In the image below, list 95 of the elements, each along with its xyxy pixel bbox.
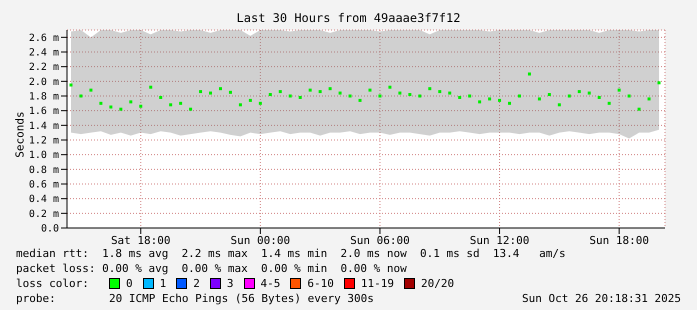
point xyxy=(189,108,192,111)
point xyxy=(248,98,252,102)
point xyxy=(638,108,641,111)
x-tick-label: Sun 12:00 xyxy=(470,234,530,247)
point xyxy=(358,98,362,102)
point xyxy=(548,93,551,96)
point xyxy=(468,94,472,98)
y-tick-label: 2.0 m xyxy=(28,76,59,88)
point xyxy=(448,92,452,95)
point xyxy=(588,92,591,95)
text: 3 xyxy=(226,276,234,291)
y-tick-label: 1.4 m xyxy=(28,120,59,132)
point xyxy=(528,72,531,76)
point xyxy=(378,94,382,98)
point xyxy=(228,90,232,94)
point xyxy=(69,84,72,86)
y-tick-label: 0.4 m xyxy=(28,194,59,206)
y-tick-label: 1.0 m xyxy=(28,150,59,162)
y-tick-label: 2.4 m xyxy=(28,48,59,59)
point xyxy=(79,94,82,98)
point xyxy=(238,103,242,106)
text: packet loss: 0.00 % avg 0.00 % max 0.00 % min 0.00 % now xyxy=(16,261,408,276)
point xyxy=(268,93,272,96)
y-tick-label: 1.8 m xyxy=(28,92,59,103)
point xyxy=(149,86,152,89)
x-tick-label: Sun 18:00 xyxy=(589,234,649,247)
point xyxy=(278,90,282,94)
point xyxy=(458,96,462,99)
point xyxy=(388,86,392,89)
point xyxy=(308,88,312,92)
point xyxy=(658,81,661,84)
y-tick-label: 2.6 m xyxy=(28,32,59,44)
point xyxy=(318,90,322,94)
point xyxy=(478,100,482,104)
y-tick-label: 0.2 m xyxy=(28,208,59,220)
point xyxy=(408,93,412,96)
point xyxy=(508,102,512,105)
point xyxy=(598,96,601,99)
chart-title: Last 30 Hours from 49aaae3f7f12 xyxy=(236,11,462,25)
point xyxy=(618,88,621,92)
x-tick-label: Sun 06:00 xyxy=(350,234,410,247)
point xyxy=(328,87,332,90)
text: probe: xyxy=(16,291,57,306)
point xyxy=(518,94,521,98)
text: 1 xyxy=(158,276,166,291)
point xyxy=(298,96,302,99)
y-tick-label: 0.0 xyxy=(40,224,59,235)
text: 6-10 xyxy=(306,276,334,291)
point xyxy=(139,104,142,108)
point xyxy=(288,94,292,98)
text: loss color: xyxy=(16,276,90,291)
point xyxy=(578,90,581,94)
y-tick-label: 0.8 m xyxy=(28,164,59,176)
point xyxy=(89,88,92,92)
point xyxy=(159,96,162,99)
y-tick-label: 2.2 m xyxy=(28,62,59,74)
point xyxy=(538,97,541,100)
point xyxy=(648,97,651,100)
text: 4-5 xyxy=(260,276,280,291)
text: 0 xyxy=(125,276,133,291)
point xyxy=(558,103,561,106)
point xyxy=(348,94,352,98)
point xyxy=(209,92,212,95)
point xyxy=(428,87,432,90)
y-tick-label: 0.6 m xyxy=(28,180,59,191)
point xyxy=(568,94,571,98)
point xyxy=(199,90,202,94)
x-tick-label: Sat 18:00 xyxy=(110,234,171,247)
point xyxy=(498,98,502,102)
point xyxy=(438,90,442,94)
point xyxy=(488,97,492,100)
point xyxy=(338,92,342,95)
y-tick-label: 1.6 m xyxy=(28,106,59,118)
point xyxy=(628,94,631,98)
text: 2 xyxy=(192,276,200,291)
point xyxy=(129,100,132,104)
point xyxy=(109,106,112,108)
point xyxy=(258,102,262,105)
point xyxy=(418,94,422,98)
text: Sun Oct 26 20:18:31 2025 xyxy=(522,291,681,306)
x-tick-label: Sun 00:00 xyxy=(230,234,290,247)
text: median rtt: 1.8 ms avg 2.2 ms max 1.4 ms min 2.0 ms now 0.1 ms sd 13.4 am/s xyxy=(16,246,567,261)
point xyxy=(119,108,122,111)
point xyxy=(398,92,402,95)
y-axis-title: Seconds xyxy=(14,110,26,160)
point xyxy=(218,87,222,90)
point xyxy=(179,102,182,105)
point xyxy=(99,102,102,105)
point xyxy=(368,88,372,92)
y-tick-label: 1.2 m xyxy=(28,136,59,147)
text: 20/20 xyxy=(420,276,454,291)
point xyxy=(608,102,611,105)
text: 11-19 xyxy=(360,276,394,291)
point xyxy=(169,103,172,106)
text: 20 ICMP Echo Pings (56 Bytes) every 300s xyxy=(109,291,375,306)
